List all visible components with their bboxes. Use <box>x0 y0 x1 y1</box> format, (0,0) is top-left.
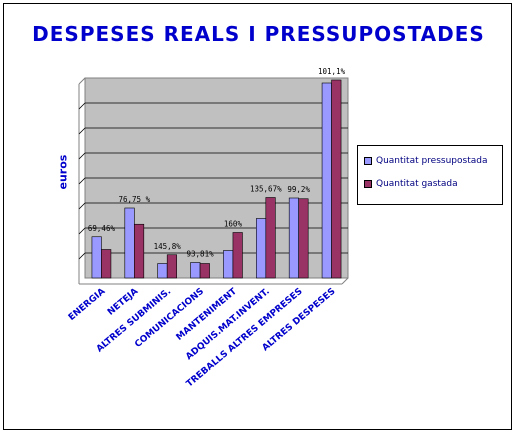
data-label-6: 99,2% <box>287 185 310 194</box>
legend-item-spent: Quantitat gastada <box>364 179 458 189</box>
bar-spent-0 <box>101 249 112 279</box>
data-label-5: 135,67% <box>250 185 282 194</box>
data-label-2: 145,8% <box>154 242 182 251</box>
bar-spent-1 <box>134 223 145 279</box>
chart-title: DESPESES REALS I PRESSUPOSTADES <box>32 22 485 46</box>
data-label-3: 93,81% <box>187 250 215 259</box>
gridline-wall <box>78 127 86 135</box>
bar-spent-7 <box>331 79 342 279</box>
chart-legend: Quantitat pressupostada Quantitat gastad… <box>357 145 503 205</box>
gridline-wall <box>78 202 86 210</box>
plot-depth-edge <box>78 77 86 85</box>
bar-budget-0 <box>91 236 102 279</box>
bar-budget-7 <box>321 82 332 279</box>
bar-budget-1 <box>124 207 135 279</box>
x-tick-label-0: ENERGIA <box>67 287 108 323</box>
gridline-wall <box>78 152 86 160</box>
legend-label-spent: Quantitat gastada <box>376 179 458 189</box>
legend-swatch-spent <box>364 179 372 188</box>
bar-budget-6 <box>288 197 299 279</box>
bar-budget-3 <box>190 262 201 279</box>
data-label-0: 69,46% <box>88 224 116 233</box>
bar-spent-3 <box>199 263 210 279</box>
data-label-4: 160% <box>224 220 243 229</box>
bar-spent-6 <box>298 198 309 279</box>
bar-budget-2 <box>157 263 168 279</box>
legend-label-budget: Quantitat pressupostada <box>376 156 488 166</box>
bar-spent-2 <box>166 254 177 279</box>
gridline-wall <box>78 177 86 185</box>
bar-spent-5 <box>265 197 276 279</box>
bar-spent-4 <box>232 232 243 279</box>
gridline-wall <box>78 252 86 260</box>
legend-item-budget: Quantitat pressupostada <box>364 156 488 166</box>
gridline-wall <box>78 227 86 235</box>
data-label-7: 101,1% <box>318 67 346 76</box>
gridline-wall <box>78 102 86 110</box>
bar-budget-4 <box>223 250 234 279</box>
plot-depth-corner <box>341 277 349 285</box>
legend-swatch-budget <box>364 156 372 165</box>
data-label-1: 76,75 % <box>119 195 151 204</box>
bar-budget-5 <box>256 218 267 279</box>
